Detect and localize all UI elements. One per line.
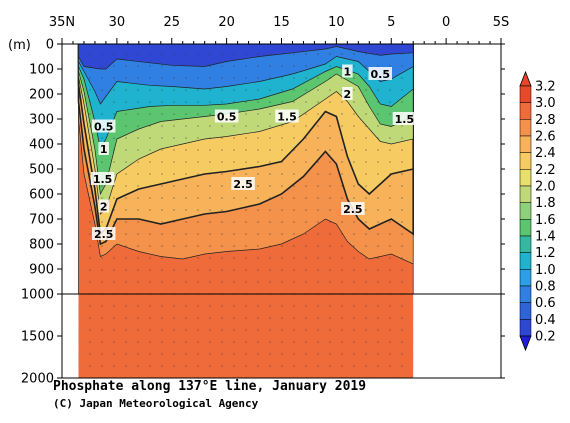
colorbar-swatch-4 [519, 152, 532, 170]
contour-label-bg-11 [392, 112, 417, 125]
contour-label-6: 1.5 [277, 111, 297, 124]
contour-label-bg-3 [98, 199, 109, 213]
y-tick-label-400: 400 [29, 138, 54, 153]
y-tick-label-900: 900 [29, 263, 54, 278]
y-tick-label-2000: 2000 [21, 372, 54, 387]
contour-labels: 0.5 1 1.5 2 2.5 0.5 1.5 2.5 1 2 0.5 1.5 2.5 [90, 64, 417, 241]
colorbar-swatch-9 [519, 235, 532, 253]
x-tick-label-15: 15 [273, 15, 290, 30]
x-tick-label-5s: 5S [493, 15, 510, 30]
colorbar-under-arrow [519, 335, 532, 352]
contour-label-bg-9 [342, 87, 353, 100]
colorbar-label-2-8: 2.8 [535, 113, 556, 128]
y-axis-depth: 0 100 200 300 400 500 600 700 800 900 1000 1500 2000 [21, 38, 505, 387]
y-tick-label-500: 500 [29, 163, 54, 178]
y-tick-label-200: 200 [29, 88, 54, 103]
y-tick-label-100: 100 [29, 63, 54, 78]
colorbar-legend: 3.23.02.82.62.42.22.01.81.61.41.21.00.80… [519, 70, 556, 352]
colorbar-label-1-2: 1.2 [535, 246, 556, 261]
colorbar-label-0-8: 0.8 [535, 280, 556, 295]
contour-label-bg-8 [342, 64, 353, 78]
contour-label-4: 2.5 [94, 228, 114, 241]
contour-label-8: 1 [344, 66, 352, 79]
contour-label-bg-0 [91, 119, 116, 133]
x-tick-label-30: 30 [109, 15, 126, 30]
contour-label-bg-2 [90, 172, 115, 185]
colorbar-swatch-8 [519, 219, 532, 237]
contour-label-2: 1.5 [93, 173, 113, 186]
y-tick-label-300: 300 [29, 113, 54, 128]
contour-label-bg-10 [368, 67, 393, 80]
colorbar-label-2-0: 2.0 [535, 180, 556, 195]
colorbar-swatch-10 [519, 252, 532, 270]
contour-label-bg-4 [91, 227, 116, 240]
contour-label-bg-6 [275, 109, 299, 123]
x-tick-label-25: 25 [163, 15, 180, 30]
colorbar-swatch-14 [519, 319, 532, 337]
colorbar-swatch-1 [519, 102, 532, 120]
plot-area [70, 44, 414, 378]
y-tick-label-700: 700 [29, 213, 54, 228]
y-tick-label-800: 800 [29, 238, 54, 253]
colorbar-swatch-0 [519, 85, 532, 103]
contour-label-0: 0.5 [94, 121, 114, 134]
colorbar-swatch-12 [519, 285, 532, 303]
contour-label-7: 2.5 [233, 178, 253, 191]
contour-label-bg-5 [214, 109, 239, 123]
x-tick-label-10: 10 [328, 15, 345, 30]
colorbar-label-1-0: 1.0 [535, 263, 556, 278]
contour-label-5: 0.5 [217, 111, 237, 124]
contour-label-10: 0.5 [371, 68, 391, 81]
y-tick-label-600: 600 [29, 188, 54, 203]
contour-label-9: 2 [344, 88, 352, 101]
y-tick-label-1500: 1500 [21, 330, 54, 345]
contour-label-bg-12 [341, 202, 365, 215]
chart-title: Phosphate along 137°E line, January 2019 [53, 379, 367, 394]
chart-credit: (C) Japan Meteorological Agency [53, 397, 259, 410]
contour-label-3: 2 [100, 201, 108, 214]
colorbar-label-2-2: 2.2 [535, 163, 556, 178]
y-tick-label-1000: 1000 [21, 288, 54, 303]
colorbar-label-0-6: 0.6 [535, 296, 556, 311]
contour-label-1: 1 [100, 143, 108, 156]
colorbar-label-2-4: 2.4 [535, 146, 556, 161]
colorbar-swatch-3 [519, 135, 532, 153]
colorbar-swatch-13 [519, 302, 532, 320]
contour-label-bg-7 [231, 177, 255, 190]
colorbar-label-1-4: 1.4 [535, 230, 556, 245]
x-tick-label-20: 20 [218, 15, 235, 30]
colorbar-swatch-6 [519, 185, 532, 203]
deep-data-gap [70, 290, 79, 378]
colorbar-label-0-2: 0.2 [535, 330, 556, 345]
colorbar-label-1-8: 1.8 [535, 196, 556, 211]
contour-label-11: 1.5 [395, 113, 415, 126]
colorbar-label-3-0: 3.0 [535, 96, 556, 111]
colorbar-swatch-5 [519, 169, 532, 187]
colorbar-swatch-11 [519, 269, 532, 287]
colorbar-label-0-4: 0.4 [535, 313, 556, 328]
x-tick-label-35n: 35N [49, 15, 75, 30]
contour-label-bg-1 [98, 142, 109, 155]
x-tick-label-0: 0 [442, 15, 450, 30]
contour-label-12: 2.5 [343, 203, 363, 216]
colorbar-label-2-6: 2.6 [535, 130, 556, 145]
colorbar-swatch-7 [519, 202, 532, 220]
x-tick-label-5: 5 [387, 15, 395, 30]
y-axis-unit-label: (m) [8, 38, 31, 53]
colorbar-label-3-2: 3.2 [535, 80, 556, 95]
colorbar-label-1-6: 1.6 [535, 213, 556, 228]
y-tick-label-0: 0 [46, 38, 54, 53]
colorbar-over-arrow [519, 70, 532, 87]
x-axis-latitude: 35N 30 25 20 15 10 5 0 5S [49, 15, 509, 44]
colorbar-swatch-2 [519, 119, 532, 137]
